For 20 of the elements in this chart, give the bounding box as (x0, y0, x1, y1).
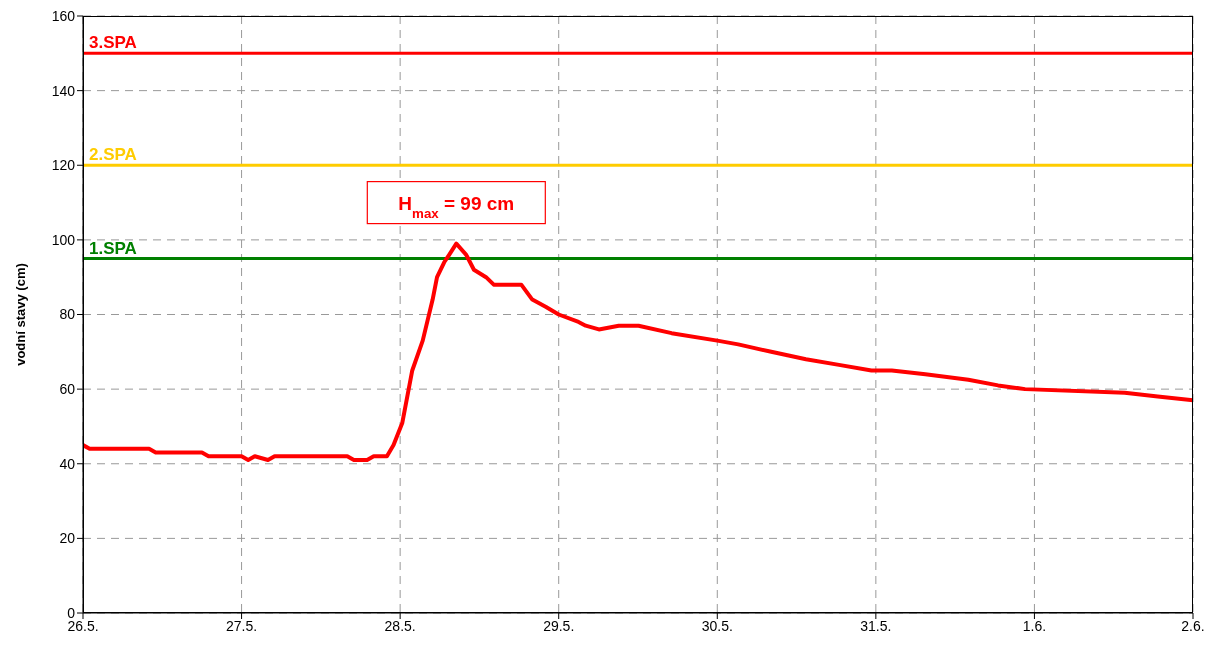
ref-line-label: 1.SPA (89, 238, 137, 258)
y-tick-label: 120 (51, 157, 76, 174)
x-tick-label: 30.5. (701, 617, 733, 634)
y-tick-label: 140 (51, 82, 76, 99)
ref-line-label: 2.SPA (89, 145, 137, 165)
ref-line-label: 3.SPA (89, 33, 137, 53)
x-tick-label: 2.6. (1181, 617, 1205, 634)
y-tick-label: 100 (51, 231, 76, 248)
y-tick-label: 80 (59, 306, 76, 323)
x-tick-label: 27.5. (226, 617, 258, 634)
y-tick-label: 20 (59, 530, 76, 547)
y-tick-label: 40 (59, 455, 76, 472)
y-tick-label: 60 (59, 381, 76, 398)
y-axis-title: vodní stavy (cm) (12, 263, 28, 366)
annotation: H$_{max}$ = 99 cm (398, 192, 515, 221)
x-tick-label: 1.6. (1022, 617, 1047, 634)
x-tick-label: 28.5. (384, 617, 416, 634)
y-tick-label: 160 (51, 7, 76, 24)
x-tick-label: 29.5. (543, 617, 575, 634)
x-tick-label: 31.5. (860, 617, 892, 634)
